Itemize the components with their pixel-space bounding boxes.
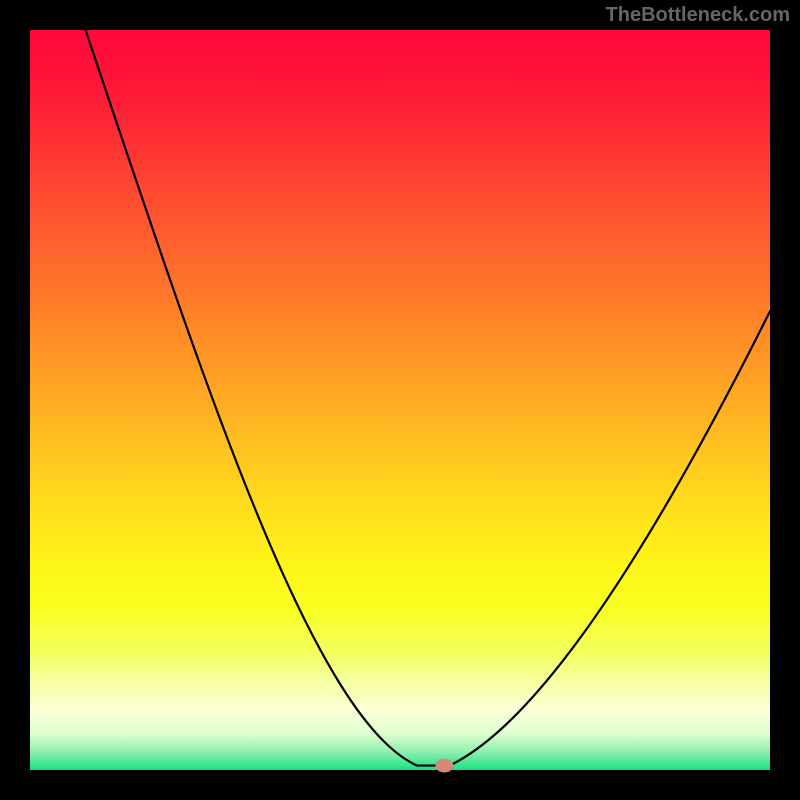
chart-svg (0, 0, 800, 800)
watermark-text: TheBottleneck.com (606, 4, 790, 27)
plot-gradient-background (30, 30, 770, 770)
chart-container: TheBottleneck.com (0, 0, 800, 800)
optimum-marker (435, 759, 453, 773)
